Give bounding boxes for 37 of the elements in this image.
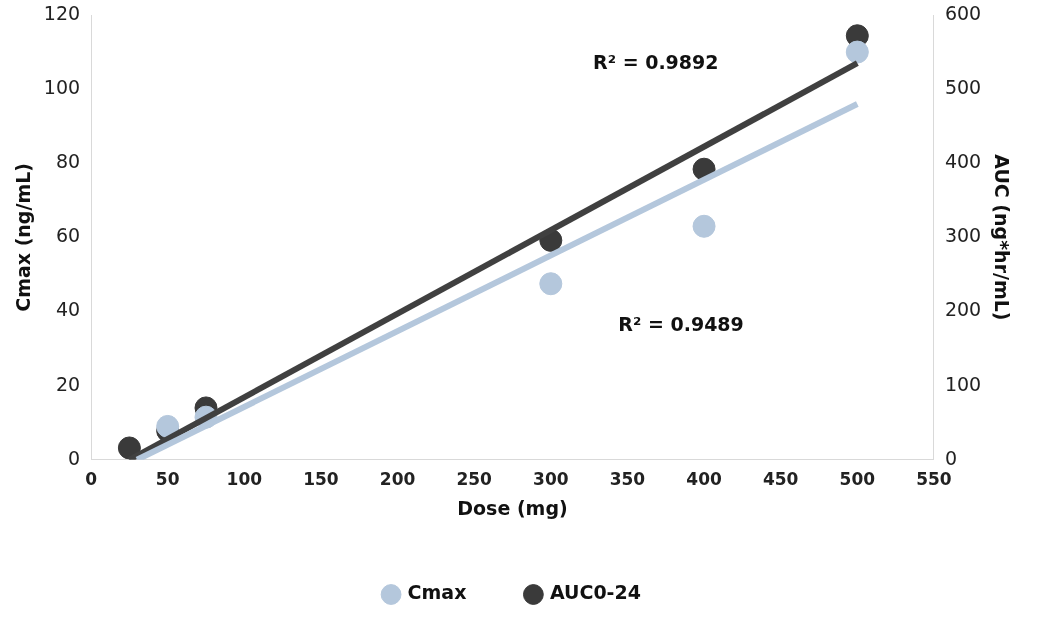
- point: [539, 272, 563, 296]
- x-tick-label: 350: [609, 469, 646, 490]
- point: [692, 214, 716, 238]
- x-tick-label: 150: [303, 469, 339, 490]
- x-tick-label: 500: [839, 469, 876, 490]
- legend-label: AUC0-24: [549, 581, 641, 604]
- y2-tick-label: 500: [944, 76, 982, 99]
- annotation: R² = 0.9892: [593, 50, 719, 73]
- x-tick-label: 250: [456, 469, 493, 490]
- legend-label: Cmax: [407, 581, 467, 604]
- y2-tick-label: 200: [944, 298, 982, 321]
- y-tick-label: 60: [55, 224, 81, 247]
- x-axis-title: Dose (mg): [457, 496, 568, 519]
- x-tick-label: 450: [762, 469, 799, 490]
- x-tick-label: 50: [155, 469, 180, 490]
- x-tick-label: 200: [379, 469, 416, 490]
- point: [845, 40, 869, 64]
- x-tick-label: 400: [686, 469, 722, 490]
- y-tick-label: 80: [55, 150, 81, 173]
- y-axis-title: Cmax (ng/mL): [12, 163, 35, 312]
- y2-tick-label: 0: [944, 446, 958, 469]
- y-tick-label: 20: [55, 372, 81, 395]
- y-tick-label: 40: [55, 298, 81, 321]
- y-tick-label: 0: [67, 446, 81, 469]
- y2-tick-label: 600: [944, 1, 982, 24]
- point: [117, 436, 141, 460]
- x-tick-label: 100: [226, 469, 263, 490]
- x-tick-label: 0: [85, 469, 98, 490]
- annotation: R² = 0.9489: [618, 313, 744, 336]
- y2-tick-label: 300: [944, 224, 982, 247]
- y-tick-label: 120: [43, 1, 81, 24]
- y-tick-label: 100: [43, 76, 81, 99]
- x-tick-label: 300: [533, 469, 569, 490]
- y2-tick-label: 100: [944, 372, 982, 395]
- x-tick-label: 550: [916, 469, 952, 490]
- y2-tick-label: 400: [944, 150, 982, 173]
- y2-axis-title: AUC (ng*hr/mL): [990, 154, 1013, 321]
